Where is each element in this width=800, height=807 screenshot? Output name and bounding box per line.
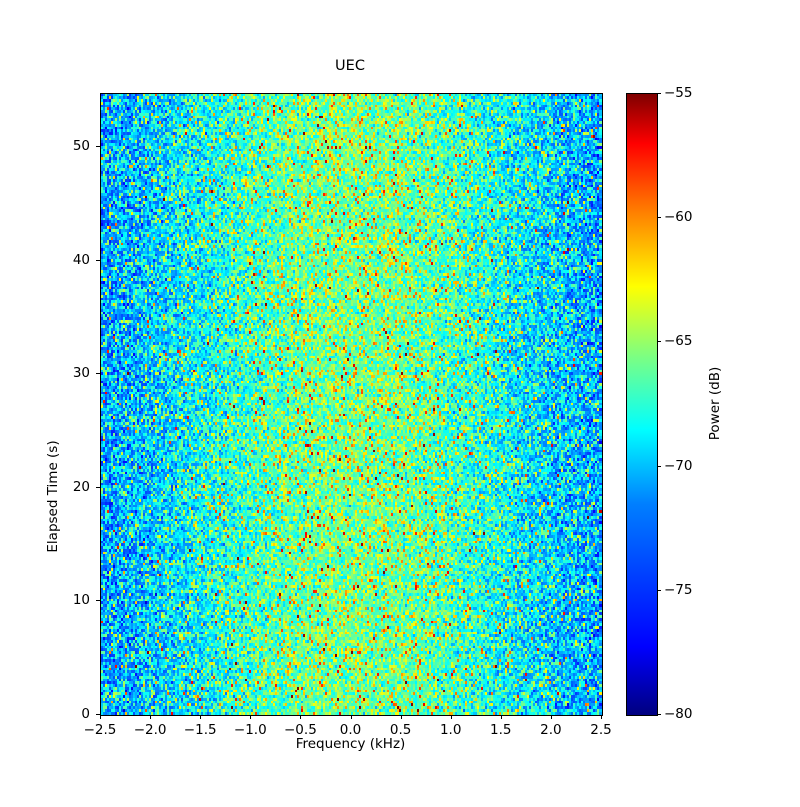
title-line-station: UEC [335,58,365,74]
x-tick-mark [550,715,552,719]
y-tick-label: 40 [72,251,90,268]
x-tick-label: 1.0 [439,722,462,738]
y-tick-label: 0 [81,706,90,722]
y-tick-mark [96,373,100,375]
colorbar-tick-label: −60 [664,209,693,226]
y-axis-label-wrap: Elapsed Time (s) [44,93,62,714]
colorbar-tick-mark [657,714,661,715]
x-tick-mark [400,715,402,719]
colorbar-tick-mark [657,341,661,343]
y-tick-label: 50 [72,138,90,155]
x-tick-mark [250,715,252,719]
colorbar-tick-mark [657,93,661,94]
y-tick-mark [96,146,100,148]
x-tick-mark [300,715,302,719]
colorbar-tick-label: −55 [664,85,693,101]
plot-area [100,93,603,716]
y-tick-label: 10 [72,592,90,609]
x-tick-label: −1.5 [183,722,217,738]
x-tick-label: −1.0 [233,722,267,738]
x-tick-label: 2.0 [540,722,562,738]
y-tick-label: 30 [72,365,90,382]
spectrogram-heatmap [101,94,602,715]
x-tick-label: 2.5 [590,722,612,738]
x-tick-label: −2.0 [133,722,167,738]
y-axis-label: Elapsed Time (s) [45,440,61,553]
x-tick-mark [601,715,602,719]
colorbar-tick-mark [657,217,661,219]
y-tick-label: 20 [72,478,90,495]
colorbar [626,93,658,716]
colorbar-label-wrap: Power (dB) [706,93,724,714]
colorbar-tick-label: −80 [664,706,693,722]
y-tick-mark [96,600,100,602]
x-tick-label: −2.5 [83,722,117,738]
colorbar-tick-label: −70 [664,457,693,474]
x-tick-label: −0.5 [284,722,317,738]
x-tick-mark [200,715,202,719]
colorbar-label: Power (dB) [707,366,723,441]
x-tick-mark [450,715,452,719]
y-tick-mark [96,259,100,261]
x-tick-label: 1.5 [490,722,512,738]
x-tick-label: 0.5 [389,722,412,738]
colorbar-tick-mark [657,465,661,467]
colorbar-tick-label: −65 [664,333,693,350]
x-tick-label: 0.0 [339,722,362,738]
x-tick-mark [150,715,152,719]
x-axis-label: Frequency (kHz) [295,736,406,752]
x-tick-mark [500,715,502,719]
x-tick-mark [350,715,352,719]
x-tick-mark [100,715,101,719]
colorbar-tick-mark [657,589,661,591]
y-tick-mark [96,486,100,488]
colorbar-tick-label: −75 [664,581,693,598]
y-tick-mark [96,714,100,715]
